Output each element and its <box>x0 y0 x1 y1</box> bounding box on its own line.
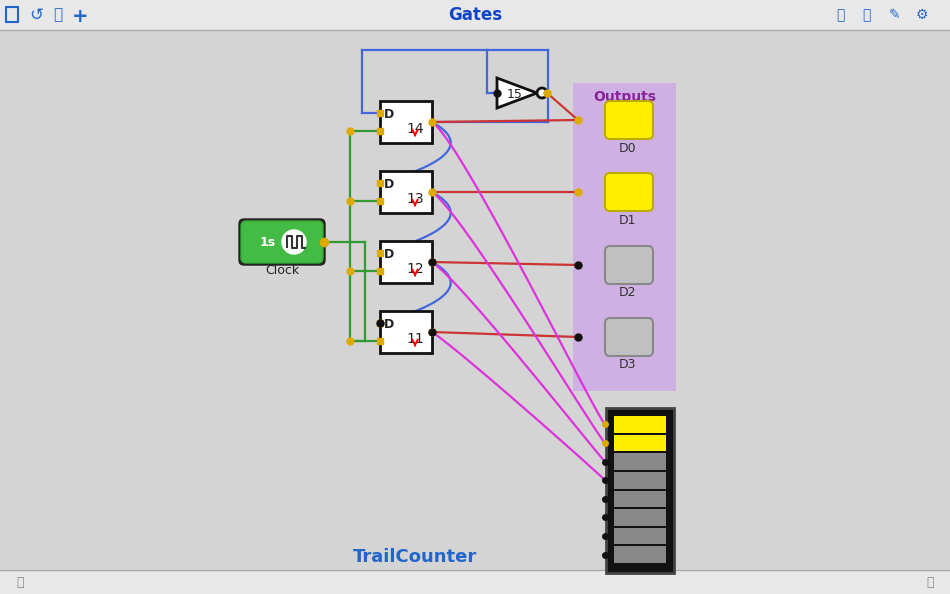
Bar <box>614 527 666 544</box>
Text: 15: 15 <box>507 87 522 100</box>
Text: D: D <box>384 318 394 331</box>
Bar <box>606 408 674 573</box>
Text: Gates: Gates <box>448 6 502 24</box>
Polygon shape <box>497 78 537 108</box>
FancyBboxPatch shape <box>241 221 323 263</box>
FancyBboxPatch shape <box>239 219 325 265</box>
FancyBboxPatch shape <box>605 318 653 356</box>
Text: D3: D3 <box>619 359 636 371</box>
Text: ✎: ✎ <box>889 8 901 22</box>
Text: D0: D0 <box>619 141 636 154</box>
Bar <box>380 101 432 143</box>
Text: ⓘ: ⓘ <box>926 576 934 589</box>
Bar <box>614 453 666 470</box>
Text: 14: 14 <box>407 122 424 136</box>
Text: Outputs: Outputs <box>593 90 656 104</box>
Bar <box>380 311 432 353</box>
Bar <box>380 241 432 283</box>
Text: +: + <box>72 7 88 26</box>
Circle shape <box>537 88 547 98</box>
Text: 1s: 1s <box>260 235 276 248</box>
Bar <box>0 570 950 594</box>
Text: D2: D2 <box>619 286 636 299</box>
Text: ⌕: ⌕ <box>53 8 63 23</box>
Text: ⑂: ⑂ <box>862 8 870 22</box>
Text: D1: D1 <box>619 213 636 226</box>
Text: ↺: ↺ <box>29 6 43 24</box>
Text: TrailCounter: TrailCounter <box>352 548 477 566</box>
FancyBboxPatch shape <box>605 173 653 211</box>
Bar <box>614 491 666 507</box>
Bar <box>380 171 432 213</box>
Text: 🔒: 🔒 <box>16 576 24 589</box>
Text: D: D <box>384 248 394 261</box>
Bar <box>573 83 676 391</box>
Text: ⚙: ⚙ <box>916 8 928 22</box>
Text: Clock: Clock <box>265 264 299 277</box>
FancyBboxPatch shape <box>605 246 653 284</box>
Text: 🔧: 🔧 <box>836 8 845 22</box>
Text: 11: 11 <box>407 332 424 346</box>
Bar <box>614 546 666 563</box>
Text: D: D <box>384 179 394 191</box>
Text: 13: 13 <box>407 192 424 206</box>
Bar <box>614 416 666 432</box>
Bar <box>614 472 666 488</box>
Bar <box>614 509 666 526</box>
Bar <box>614 435 666 451</box>
Text: D: D <box>384 109 394 122</box>
FancyBboxPatch shape <box>605 101 653 139</box>
Bar <box>6 7 18 22</box>
Text: 12: 12 <box>407 262 424 276</box>
Circle shape <box>282 230 306 254</box>
Bar <box>0 0 950 30</box>
